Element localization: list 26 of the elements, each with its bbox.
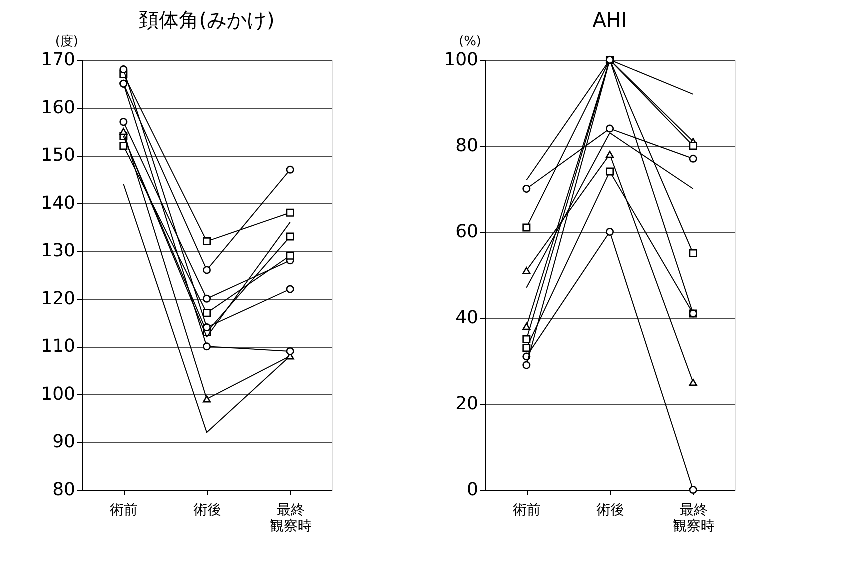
y-axis-title: (度): [55, 34, 78, 50]
x-tick-label: 最終観察時: [270, 502, 312, 534]
y-tick-label: 60: [456, 222, 478, 242]
y-tick-label: 40: [456, 308, 478, 328]
y-tick-label: 130: [41, 240, 76, 262]
x-tick-label: 術後: [194, 502, 222, 518]
y-tick-label: 90: [52, 432, 76, 453]
y-tick-label: 160: [41, 97, 76, 118]
y-tick-label: 100: [41, 384, 76, 405]
x-tick-label: 術前: [110, 502, 138, 518]
y-tick-label: 80: [52, 480, 76, 500]
y-tick-label: 110: [41, 336, 76, 358]
y-tick-label: 0: [467, 480, 478, 500]
y-tick-label: 100: [444, 50, 478, 70]
x-tick-label: 最終観察時: [672, 502, 715, 534]
chart-title: 頚体角(みかけ): [139, 8, 275, 32]
y-tick-label: 80: [456, 136, 478, 156]
y-tick-label: 170: [41, 50, 76, 70]
y-tick-label: 140: [41, 192, 76, 214]
y-tick-label: 150: [41, 145, 76, 166]
y-tick-label: 120: [41, 288, 76, 310]
y-tick-label: 20: [456, 394, 478, 414]
chart-title: AHI: [592, 8, 628, 32]
y-axis-title: (%): [459, 34, 482, 50]
x-tick-label: 術前: [513, 502, 542, 518]
x-tick-label: 術後: [596, 502, 624, 518]
